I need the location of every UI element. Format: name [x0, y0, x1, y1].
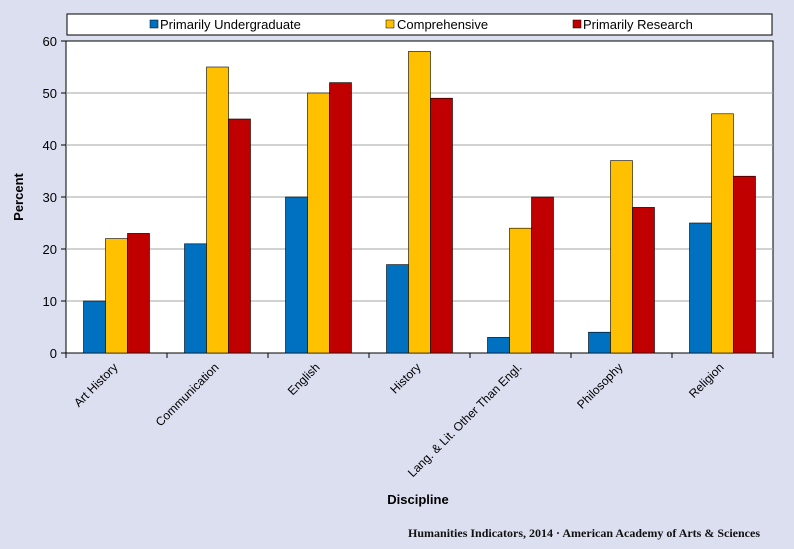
- y-tick-label: 40: [43, 138, 57, 153]
- legend-swatch-research: [572, 19, 582, 29]
- bar-primarily-undergraduate-6: [689, 222, 712, 354]
- y-tick-label: 20: [43, 242, 57, 257]
- bar-primarily-research-6: [733, 175, 756, 354]
- y-tick-label: 0: [50, 346, 57, 361]
- y-tick-label: 10: [43, 294, 57, 309]
- bar-primarily-undergraduate-2: [285, 196, 308, 354]
- bar-primarily-research-3: [430, 97, 453, 354]
- bar-comprehensive-5: [610, 160, 633, 354]
- source-credit: Humanities Indicators, 2014 · American A…: [408, 526, 760, 540]
- legend-box: [66, 13, 773, 36]
- y-tick-label: 50: [43, 86, 57, 101]
- x-axis-title: Discipline: [387, 492, 448, 507]
- bar-primarily-research-5: [632, 207, 655, 354]
- legend-label-research: Primarily Research: [583, 17, 693, 32]
- legend-swatch-comprehensive: [385, 19, 395, 29]
- bar-primarily-undergraduate-1: [184, 243, 207, 354]
- bar-comprehensive-6: [711, 113, 734, 354]
- bar-primarily-research-4: [531, 196, 554, 354]
- bar-primarily-undergraduate-5: [588, 331, 611, 354]
- bar-primarily-research-2: [329, 82, 352, 354]
- bar-comprehensive-4: [509, 227, 532, 354]
- bar-primarily-undergraduate-0: [83, 300, 106, 354]
- y-axis-title: Percent: [11, 172, 26, 220]
- bars: [83, 51, 756, 354]
- bar-primarily-research-1: [228, 118, 251, 354]
- legend-label-comprehensive: Comprehensive: [397, 17, 488, 32]
- bar-primarily-undergraduate-4: [487, 337, 510, 354]
- bar-comprehensive-0: [105, 238, 128, 354]
- y-tick-label: 30: [43, 190, 57, 205]
- legend-label-undergraduate: Primarily Undergraduate: [160, 17, 301, 32]
- y-axis: 0 10 20 30 40 50 60: [43, 34, 66, 361]
- bar-comprehensive-1: [206, 66, 229, 354]
- legend-swatch-undergraduate: [149, 19, 159, 29]
- y-tick-label: 60: [43, 34, 57, 49]
- bar-primarily-undergraduate-3: [386, 264, 409, 354]
- bar-primarily-research-0: [127, 233, 150, 354]
- legend: Primarily Undergraduate Comprehensive Pr…: [66, 13, 773, 36]
- bar-comprehensive-3: [408, 51, 431, 354]
- bar-comprehensive-2: [307, 92, 330, 354]
